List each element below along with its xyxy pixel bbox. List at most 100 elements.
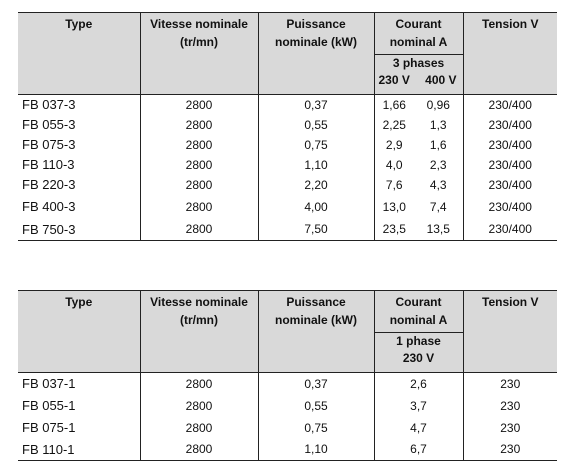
- table-cell: 230: [462, 372, 557, 395]
- table-cell: 0,55: [257, 114, 374, 135]
- table-cell: 230/400: [462, 218, 557, 241]
- header-cell: [257, 332, 374, 373]
- table-cell: 2,25: [373, 114, 414, 135]
- table-cell: 230: [462, 394, 557, 417]
- table-cell: 6,7: [373, 438, 463, 461]
- table-cell: 2800: [139, 114, 258, 135]
- table-cell: 2800: [139, 194, 258, 219]
- phase-subheader: 1 phase 230 V: [373, 332, 463, 373]
- table-cell: 7,4: [429, 199, 447, 214]
- table-cell: 1,10: [257, 438, 374, 461]
- table-row: FB 110-3 2800 1,10 4,0 2,3 230/400: [18, 154, 557, 175]
- table-cell: FB 075-3: [22, 137, 76, 152]
- voltage-400-label: 400 V: [425, 73, 457, 87]
- table-cell: FB 055-1: [22, 398, 76, 413]
- table-cell: FB 110-1: [18, 438, 140, 461]
- table-cell: FB 220-3: [22, 177, 76, 192]
- header-puissance: Puissance nominale (kW): [257, 12, 374, 55]
- table-row: FB 110-1 2800 1,10 6,7 230: [18, 438, 557, 461]
- table-cell: FB 400-3: [22, 199, 76, 214]
- table-row: FB 055-1 2800 0,55 3,7 230: [18, 394, 557, 417]
- header-puissance: Puissance nominale (kW): [257, 290, 374, 333]
- table-cell: 2800: [139, 394, 258, 417]
- table-cell: 2800: [139, 372, 258, 395]
- voltage-230-label: 230 V: [402, 351, 435, 365]
- table-row: FB 037-1 2800 0,37 2,6 230: [18, 372, 557, 395]
- header-cell: [462, 54, 557, 95]
- table-cell: 4,00: [257, 194, 374, 219]
- header-tension: Tension V: [462, 290, 557, 333]
- table-cell: 2,20: [257, 174, 374, 195]
- header-vitesse: Vitesse nominale (tr/mn): [139, 290, 258, 333]
- table-cell: 230/400: [462, 134, 557, 155]
- table-cell: 7,50: [257, 218, 374, 241]
- table-cell: 4,0: [373, 154, 414, 175]
- table-cell: 230/400: [462, 174, 557, 195]
- header-type: Type: [18, 290, 140, 333]
- table-cell: FB 055-3: [22, 117, 76, 132]
- table-cell: 2800: [139, 218, 258, 241]
- table-row: FB 075-1 2800 0,75 4,7 230: [18, 416, 557, 439]
- table-cell: 1,66: [373, 94, 414, 115]
- header-row: Type Vitesse nominale (tr/mn) Puissance no…: [18, 290, 557, 333]
- table-row: FB 037-3 2800 0,37 1,66 0,96 230/400: [18, 94, 557, 115]
- header-type: Type: [18, 12, 140, 55]
- header-cell: [18, 55, 140, 95]
- table-row: FB 750-3 2800 7,50 23,5 13,5 230/400: [18, 218, 557, 241]
- table-cell: FB 037-3: [18, 94, 140, 115]
- table-cell: 7,6: [373, 174, 414, 195]
- table-cell: 0,37: [257, 94, 374, 115]
- table-cell: 0,96: [414, 94, 463, 115]
- table-cell: 2800: [139, 416, 258, 439]
- phase-subheader: 3 phases 230 V 400 V: [373, 54, 463, 95]
- header-courant: Courant nominal A: [373, 290, 463, 333]
- table-row: FB 220-3 2800 2,20 7,6 4,3 230/400: [18, 174, 557, 195]
- header-cell: [18, 333, 140, 373]
- table-cell: 23,5: [373, 218, 414, 241]
- table-cell: 0,75: [257, 416, 374, 439]
- voltage-230-label: 230 V: [378, 73, 410, 87]
- header-cell: [462, 332, 557, 373]
- header-vitesse: Vitesse nominale (tr/mn): [139, 12, 258, 55]
- table-cell: 2,9: [373, 134, 414, 155]
- table-cell: 4,3: [429, 177, 447, 192]
- header-courant: Courant nominal A: [373, 12, 463, 55]
- header-cell: [257, 54, 374, 95]
- table-cell: 2800: [139, 174, 258, 195]
- table-row: FB 400-3 2800 4,00 13,0 7,4 230/400: [18, 194, 557, 219]
- table-cell: 230/400: [462, 194, 557, 219]
- table-cell: 230: [462, 416, 557, 439]
- header-cell: [139, 54, 258, 95]
- table-cell: 1,10: [257, 154, 374, 175]
- table-cell: 230/400: [462, 154, 557, 175]
- table-cell: 0,75: [257, 134, 374, 155]
- table-cell: 2800: [139, 134, 258, 155]
- header-tension: Tension V: [462, 12, 557, 55]
- table-cell: FB 075-1: [22, 420, 76, 435]
- table-cell: 2,6: [373, 372, 463, 395]
- header-row: Type Vitesse nominale (tr/mn) Puissance no…: [18, 12, 557, 55]
- table-row: FB 075-3 2800 0,75 2,9 1,6 230/400: [18, 134, 557, 155]
- table-cell: 0,37: [257, 372, 374, 395]
- table-cell: 2800: [139, 154, 258, 175]
- subheader-row: 3 phases 230 V 400 V: [18, 54, 557, 95]
- table-cell: 4,7: [373, 416, 463, 439]
- table-cell: 13,5: [414, 218, 463, 241]
- table-cell: 3,7: [373, 394, 463, 417]
- table-cell: 0,55: [257, 394, 374, 417]
- table-cell: FB 110-3: [22, 157, 75, 172]
- three-phase-motor-table: Type Vitesse nominale (tr/mn) Puissance no…: [18, 12, 557, 241]
- table-cell: 230/400: [462, 114, 557, 135]
- table-cell: 2800: [139, 94, 258, 115]
- header-cell: [139, 332, 258, 373]
- table-cell: 2,3: [429, 157, 447, 172]
- table-cell: FB 037-1: [18, 372, 140, 395]
- single-phase-motor-table: Type Vitesse nominale (tr/mn) Puissance no…: [18, 290, 557, 461]
- table-cell: FB 750-3: [18, 218, 140, 241]
- table-cell: 2800: [139, 438, 258, 461]
- table-cell: 1,6: [429, 137, 447, 152]
- table-row: FB 055-3 2800 0,55 2,25 1,3 230/400: [18, 114, 557, 135]
- table-cell: 230: [462, 438, 557, 461]
- table-cell: 1,3: [429, 117, 447, 132]
- table-cell: 13,0: [373, 194, 414, 219]
